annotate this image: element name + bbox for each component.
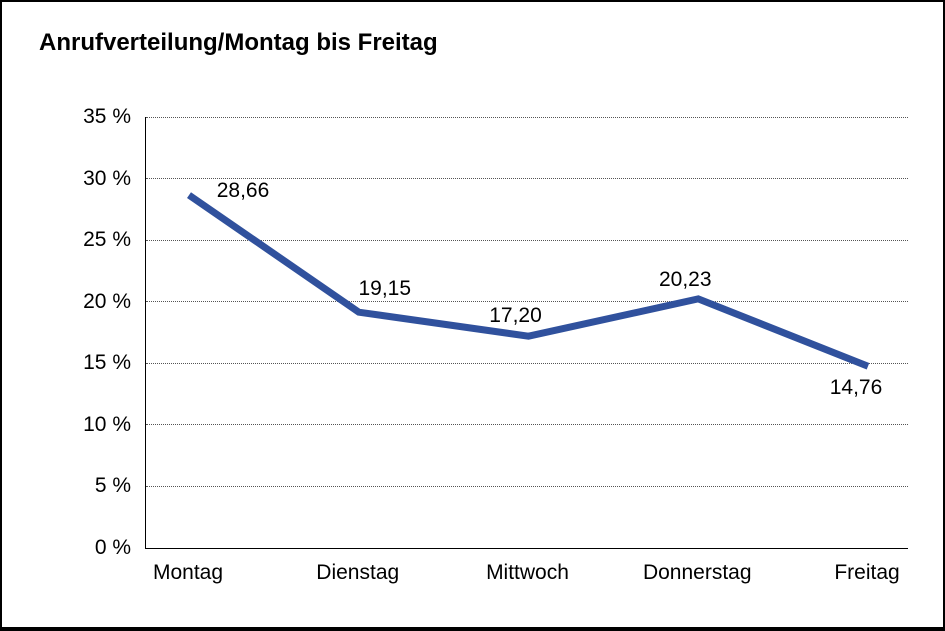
gridline	[146, 424, 908, 426]
chart-title: Anrufverteilung/Montag bis Freitag	[39, 29, 438, 56]
x-tick-label: Montag	[152, 561, 224, 584]
y-tick-label: 30 %	[83, 166, 131, 190]
gridline	[146, 301, 908, 303]
line-series	[187, 192, 870, 370]
data-point-label: 20,23	[658, 267, 712, 291]
gridline	[146, 362, 908, 364]
gridline	[146, 239, 908, 241]
line-series-svg	[187, 192, 870, 370]
y-tick-label: 10 %	[83, 412, 131, 436]
y-tick-label: 25 %	[83, 228, 131, 252]
y-tick-label: 5 %	[94, 474, 131, 498]
data-point-label: 14,76	[829, 376, 883, 400]
gridline	[146, 117, 908, 118]
gridline	[146, 178, 908, 180]
data-point-label: 17,20	[489, 304, 542, 328]
x-tick-label: Mittwoch	[486, 561, 569, 584]
y-tick-label: 15 %	[83, 351, 131, 375]
data-point-label: 28,66	[216, 179, 270, 203]
y-tick-label: 20 %	[83, 289, 131, 313]
y-tick-label: 0 %	[94, 536, 131, 559]
x-tick-label: Donnerstag	[642, 561, 752, 584]
plot-area: 28,66 19,15 17,20 20,23 14,76	[145, 117, 908, 549]
gridline	[146, 485, 908, 487]
x-tick-label: Dienstag	[316, 561, 400, 584]
data-point-label: 19,15	[358, 277, 412, 301]
y-tick-label: 35 %	[83, 105, 131, 128]
x-tick-label: Freitag	[834, 561, 900, 584]
